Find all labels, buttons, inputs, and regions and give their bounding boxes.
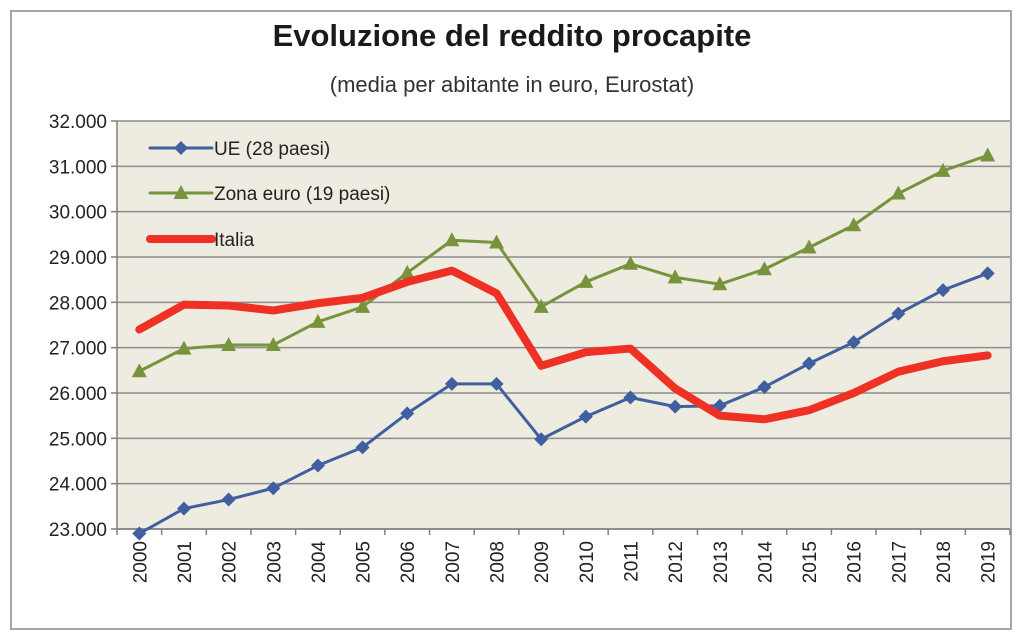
- y-tick-label: 29.000: [49, 248, 107, 269]
- data-point-diamond: [936, 283, 951, 298]
- x-tick-label: 2015: [800, 541, 821, 583]
- x-tick-label: 2009: [532, 541, 553, 583]
- series-ue-28-paesi: [132, 266, 995, 541]
- series-italia: [135, 266, 992, 424]
- x-tick-label: 2001: [175, 541, 196, 583]
- data-point-diamond: [623, 390, 638, 405]
- data-point-triangle: [935, 162, 951, 177]
- data-point-triangle: [756, 261, 772, 276]
- y-tick-label: 30.000: [49, 203, 107, 224]
- data-point-triangle: [444, 232, 460, 247]
- data-point-diamond: [668, 399, 683, 414]
- data-point-triangle: [712, 276, 728, 291]
- x-tick-label: 2004: [309, 541, 330, 584]
- data-point-triangle: [310, 313, 326, 328]
- x-tick-label: 2016: [845, 541, 866, 583]
- series-group: [131, 147, 996, 541]
- x-axis-ticks: 2000 2001 2002 2003 2004 2005 2006 2007 2008 2009…: [116, 529, 1011, 584]
- legend-label: Zona euro (19 paesi): [214, 184, 390, 205]
- x-tick-label: 2007: [443, 541, 464, 583]
- legend-label: UE (28 paesi): [214, 139, 330, 160]
- x-tick-label: 2012: [666, 541, 687, 583]
- series-line: [137, 153, 990, 373]
- x-tick-label: 2018: [934, 541, 955, 583]
- data-point-triangle: [801, 239, 817, 254]
- x-tick-label: 2003: [264, 541, 285, 583]
- x-tick-label: 2013: [711, 541, 732, 583]
- data-point-diamond: [578, 409, 593, 424]
- legend-entry: Zona euro (19 paesi): [148, 184, 390, 205]
- data-point-triangle: [131, 363, 147, 378]
- data-point-diamond: [400, 406, 415, 421]
- data-point-triangle: [533, 298, 549, 313]
- x-tick-label: 2005: [354, 541, 375, 583]
- data-point-diamond: [980, 266, 995, 281]
- y-tick-label: 32.000: [49, 112, 107, 133]
- series-zona-euro-19-paesi: [131, 147, 996, 378]
- x-tick-label: 2006: [398, 541, 419, 583]
- data-point-triangle: [578, 273, 594, 288]
- x-tick-label: 2010: [577, 541, 598, 583]
- legend-marker-diamond: [174, 141, 188, 155]
- data-point-diamond: [132, 526, 147, 541]
- data-point-triangle: [265, 336, 281, 351]
- y-tick-label: 27.000: [49, 339, 107, 360]
- data-point-diamond: [846, 335, 861, 350]
- data-point-diamond: [489, 376, 504, 391]
- y-tick-label: 26.000: [49, 384, 107, 405]
- legend: UE (28 paesi) Zona euro (19 paesi) Italia: [146, 139, 390, 251]
- legend-entry: Italia: [146, 230, 255, 251]
- legend-entry: UE (28 paesi): [148, 139, 330, 160]
- y-tick-label: 23.000: [49, 520, 107, 541]
- data-point-diamond: [221, 492, 236, 507]
- x-tick-label: 2014: [755, 541, 776, 584]
- data-point-triangle: [890, 185, 906, 200]
- x-tick-label: 2008: [488, 541, 509, 583]
- data-point-diamond: [444, 376, 459, 391]
- x-tick-label: 2002: [220, 541, 241, 583]
- x-tick-label: 2019: [979, 541, 1000, 583]
- x-tick-label: 2017: [889, 541, 910, 583]
- data-point-diamond: [266, 481, 281, 496]
- data-point-diamond: [891, 306, 906, 321]
- series-line: [137, 271, 990, 536]
- data-point-triangle: [399, 264, 415, 279]
- y-tick-label: 24.000: [49, 475, 107, 496]
- data-point-diamond: [355, 440, 370, 455]
- y-axis-ticks: 23.000 24.000 25.000 26.000 27.000 28.000 29.0…: [49, 112, 117, 541]
- chart-title: Evoluzione del reddito procapite: [272, 18, 752, 53]
- y-tick-label: 25.000: [49, 429, 107, 450]
- data-point-triangle: [980, 147, 996, 162]
- legend-label: Italia: [214, 230, 255, 251]
- data-point-diamond: [757, 380, 772, 395]
- x-tick-label: 2000: [130, 541, 151, 583]
- y-tick-label: 28.000: [49, 293, 107, 314]
- data-point-triangle: [846, 217, 862, 232]
- data-point-triangle: [355, 298, 371, 313]
- data-point-triangle: [176, 340, 192, 355]
- data-point-triangle: [622, 255, 638, 270]
- series-line: [135, 266, 992, 424]
- data-point-diamond: [176, 501, 191, 516]
- plot-area: [117, 121, 1010, 529]
- data-point-triangle: [221, 336, 237, 351]
- data-point-diamond: [310, 458, 325, 473]
- legend-marker-triangle: [173, 185, 189, 199]
- data-point-diamond: [534, 432, 549, 447]
- x-tick-label: 2011: [621, 541, 642, 582]
- chart-subtitle: (media per abitante in euro, Eurostat): [329, 72, 695, 97]
- data-point-diamond: [802, 356, 817, 371]
- data-point-triangle: [667, 269, 683, 284]
- y-tick-label: 31.000: [49, 157, 107, 178]
- data-point-triangle: [489, 234, 505, 249]
